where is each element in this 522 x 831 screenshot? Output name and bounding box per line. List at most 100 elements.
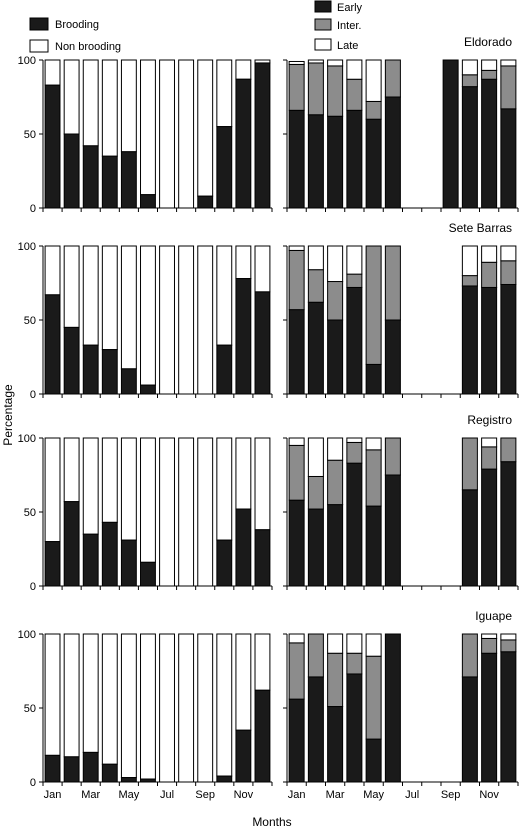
bar-brooding	[216, 539, 233, 587]
x-tick-label: May	[118, 789, 139, 801]
bar-early	[307, 301, 324, 395]
bar-brooding	[120, 151, 137, 209]
x-axis-title: Months	[252, 815, 291, 829]
y-tick-label: 50	[24, 507, 36, 519]
panel-sete-barras: 0 50 100 Sete Barras	[18, 221, 519, 401]
bar-brooding	[216, 126, 233, 209]
bar-late	[288, 245, 305, 251]
bar-brooding	[82, 344, 99, 395]
bar-brooding	[44, 754, 61, 783]
bar-brooding	[140, 561, 156, 587]
bar-non-brooding	[140, 437, 156, 563]
bar-non-brooding	[254, 245, 271, 293]
bar-brooding	[101, 521, 118, 587]
legend-swatch-early	[314, 0, 332, 13]
bar-early	[365, 118, 382, 209]
bar-non-brooding	[44, 59, 61, 86]
bar-early	[365, 738, 382, 783]
bar-inter	[481, 261, 498, 288]
bar-late	[288, 633, 305, 644]
bar-late	[346, 437, 363, 443]
legend-label: Inter.	[337, 20, 361, 32]
bar-inter	[288, 642, 305, 700]
bar-non-brooding	[82, 245, 99, 346]
bar-non-brooding	[197, 633, 214, 783]
bar-early	[346, 462, 363, 587]
bar-non-brooding	[101, 633, 118, 765]
legend-label: Non brooding	[55, 41, 121, 53]
right-panel: Jan Mar May Jul Sep Nov	[283, 633, 519, 801]
bar-non-brooding	[254, 633, 271, 691]
bar-late	[327, 633, 344, 654]
bar-inter	[346, 652, 363, 675]
bar-brooding	[101, 763, 118, 783]
bar-inter	[327, 459, 344, 506]
x-tick-label: Jul	[160, 789, 174, 801]
right-panel	[283, 245, 519, 398]
legend-label: Late	[337, 40, 358, 52]
bar-inter	[365, 655, 382, 740]
bar-late	[461, 245, 478, 277]
bar-inter	[288, 249, 305, 311]
bar-non-brooding	[197, 59, 214, 197]
bar-inter	[288, 63, 305, 111]
bar-non-brooding	[178, 437, 195, 587]
bar-inter	[500, 639, 517, 653]
bar-non-brooding	[44, 437, 61, 543]
bar-early	[481, 78, 498, 209]
bar-late	[461, 59, 478, 76]
bar-brooding	[235, 508, 252, 587]
panel-eldorado: 0 50 100 Eldorado	[18, 35, 519, 215]
bar-late	[346, 59, 363, 80]
legend-label: Brooding	[55, 19, 99, 31]
bar-non-brooding	[63, 245, 80, 328]
bar-inter	[461, 437, 478, 491]
bar-brooding	[120, 777, 137, 783]
left-panel: Jan Mar May Jul Sep Nov 0 50 100	[18, 629, 273, 801]
y-tick-label: 50	[24, 129, 36, 141]
bar-inter	[307, 62, 324, 116]
bar-brooding	[101, 155, 118, 209]
x-tick-label: Nov	[479, 789, 499, 801]
right-panel	[283, 59, 519, 212]
bar-inter	[481, 69, 498, 80]
bar-late	[346, 633, 363, 654]
site-label: Registro	[467, 413, 512, 427]
y-tick-label: 0	[30, 777, 36, 789]
bar-inter	[307, 633, 324, 678]
bar-late	[500, 59, 517, 67]
right-panel	[283, 437, 519, 590]
y-tick-label: 50	[24, 315, 36, 327]
bar-brooding	[120, 539, 137, 587]
bar-brooding	[235, 78, 252, 209]
bar-inter	[346, 78, 363, 111]
bar-early	[346, 286, 363, 395]
bar-non-brooding	[63, 633, 80, 758]
bar-brooding	[254, 529, 271, 587]
bar-non-brooding	[63, 437, 80, 503]
bar-early	[384, 633, 401, 783]
bar-non-brooding	[101, 437, 118, 523]
bar-inter	[365, 245, 382, 365]
bar-inter	[346, 273, 363, 288]
bar-early	[365, 505, 382, 587]
bar-late	[481, 633, 498, 639]
bar-inter	[327, 65, 344, 117]
site-label: Iguape	[475, 609, 512, 623]
site-label: Sete Barras	[449, 221, 512, 235]
bar-early	[288, 698, 305, 783]
bar-brooding	[82, 145, 99, 209]
bar-inter	[288, 444, 305, 501]
legend-label: Early	[337, 2, 363, 14]
bar-brooding	[44, 541, 61, 587]
y-tick-label: 100	[18, 629, 36, 641]
site-label: Eldorado	[464, 35, 512, 49]
bar-early	[500, 461, 517, 587]
bar-brooding	[254, 689, 271, 783]
bar-brooding	[44, 294, 61, 395]
bar-late	[500, 633, 517, 641]
bar-early	[346, 673, 363, 783]
y-tick-label: 100	[18, 241, 36, 253]
bar-inter	[327, 652, 344, 708]
bar-inter	[461, 74, 478, 88]
